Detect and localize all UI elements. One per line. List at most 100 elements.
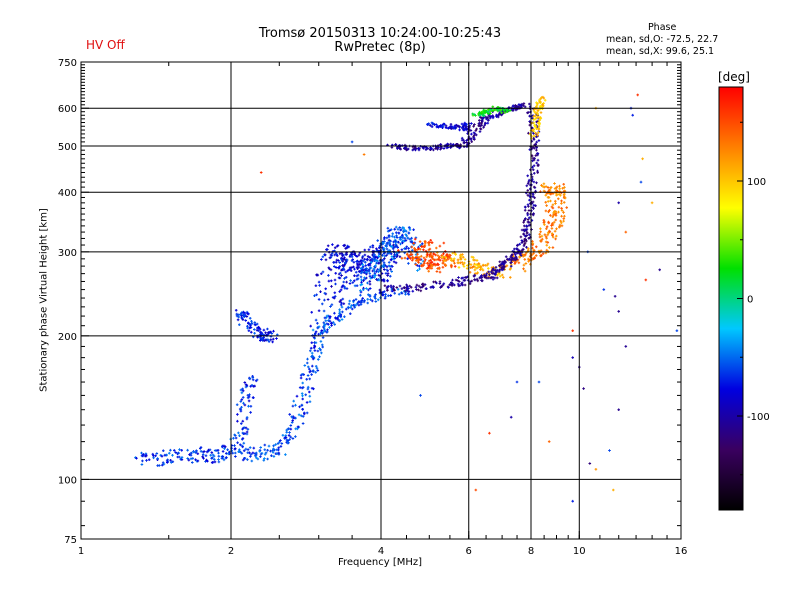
data-point xyxy=(463,278,467,282)
data-point xyxy=(328,326,331,329)
data-point xyxy=(340,268,343,272)
data-point xyxy=(211,453,215,457)
data-point xyxy=(368,282,372,286)
data-point xyxy=(349,267,352,271)
data-point xyxy=(238,448,241,451)
data-point xyxy=(334,282,337,286)
data-point xyxy=(391,235,394,238)
data-point xyxy=(457,266,461,269)
data-point xyxy=(316,349,320,353)
data-point xyxy=(538,235,542,239)
data-point xyxy=(540,234,544,238)
data-point xyxy=(370,260,373,264)
data-point xyxy=(377,273,381,277)
data-point xyxy=(602,288,606,291)
data-point xyxy=(141,459,144,463)
data-point xyxy=(544,240,548,244)
data-point xyxy=(316,326,320,329)
data-point xyxy=(395,240,399,244)
data-point xyxy=(346,269,349,273)
data-point xyxy=(473,263,477,266)
data-point xyxy=(473,132,477,135)
data-point xyxy=(515,247,518,251)
data-point xyxy=(545,243,549,247)
data-point xyxy=(269,449,272,453)
data-point xyxy=(389,228,393,231)
data-point xyxy=(554,202,557,205)
data-point xyxy=(424,241,427,245)
data-point xyxy=(340,305,344,309)
data-point xyxy=(392,240,395,244)
data-point xyxy=(241,318,245,321)
data-point xyxy=(162,462,166,466)
data-point xyxy=(250,322,254,325)
data-point xyxy=(343,287,347,290)
data-point xyxy=(535,181,538,185)
data-point xyxy=(406,285,409,288)
data-point xyxy=(340,301,343,305)
data-point xyxy=(532,138,536,141)
data-point xyxy=(316,369,320,372)
data-point xyxy=(246,312,249,315)
data-point xyxy=(545,248,549,252)
data-point xyxy=(211,461,215,464)
data-point xyxy=(511,109,515,112)
data-point xyxy=(163,453,167,457)
data-point xyxy=(491,105,495,109)
data-point xyxy=(217,451,220,455)
data-point xyxy=(532,249,536,252)
data-point xyxy=(347,302,351,306)
data-point xyxy=(534,154,538,157)
data-point xyxy=(487,267,490,270)
data-point xyxy=(262,336,265,339)
data-point xyxy=(341,254,344,257)
data-point xyxy=(470,255,474,259)
data-point xyxy=(470,132,473,136)
data-point xyxy=(301,394,304,398)
data-point xyxy=(550,232,554,235)
data-point xyxy=(550,224,553,227)
data-point xyxy=(326,328,329,332)
data-point xyxy=(387,261,391,264)
data-point xyxy=(549,186,552,190)
data-point xyxy=(259,171,263,174)
data-point xyxy=(367,263,370,267)
data-point xyxy=(465,139,468,142)
data-point xyxy=(362,279,365,282)
data-point xyxy=(140,463,144,466)
data-point xyxy=(345,253,348,256)
data-point xyxy=(617,201,620,205)
data-point xyxy=(469,263,473,266)
data-point xyxy=(324,319,328,323)
data-point xyxy=(408,256,411,259)
data-point xyxy=(430,285,434,289)
data-point xyxy=(272,444,275,448)
data-point xyxy=(535,127,538,130)
colorbar-tick-label: 0 xyxy=(747,295,753,306)
data-point xyxy=(394,239,397,243)
data-point xyxy=(479,127,483,131)
data-point xyxy=(535,135,538,138)
x-tick-label: 1 xyxy=(78,546,84,557)
data-point xyxy=(355,274,359,278)
data-point xyxy=(373,274,376,277)
data-point xyxy=(341,260,344,263)
data-point xyxy=(222,444,226,448)
data-point xyxy=(400,287,404,290)
data-point xyxy=(385,254,388,257)
data-point xyxy=(277,446,280,450)
data-point xyxy=(161,461,165,464)
data-point xyxy=(558,187,561,190)
data-point xyxy=(417,147,420,150)
data-point xyxy=(531,165,534,169)
data-point xyxy=(527,209,531,212)
data-point xyxy=(306,357,309,361)
data-point xyxy=(465,267,469,270)
data-point xyxy=(353,252,356,256)
data-point xyxy=(248,393,251,396)
data-point xyxy=(333,278,337,282)
data-point xyxy=(373,295,376,299)
data-point xyxy=(359,301,363,304)
data-point xyxy=(233,447,237,450)
data-point xyxy=(368,272,372,275)
